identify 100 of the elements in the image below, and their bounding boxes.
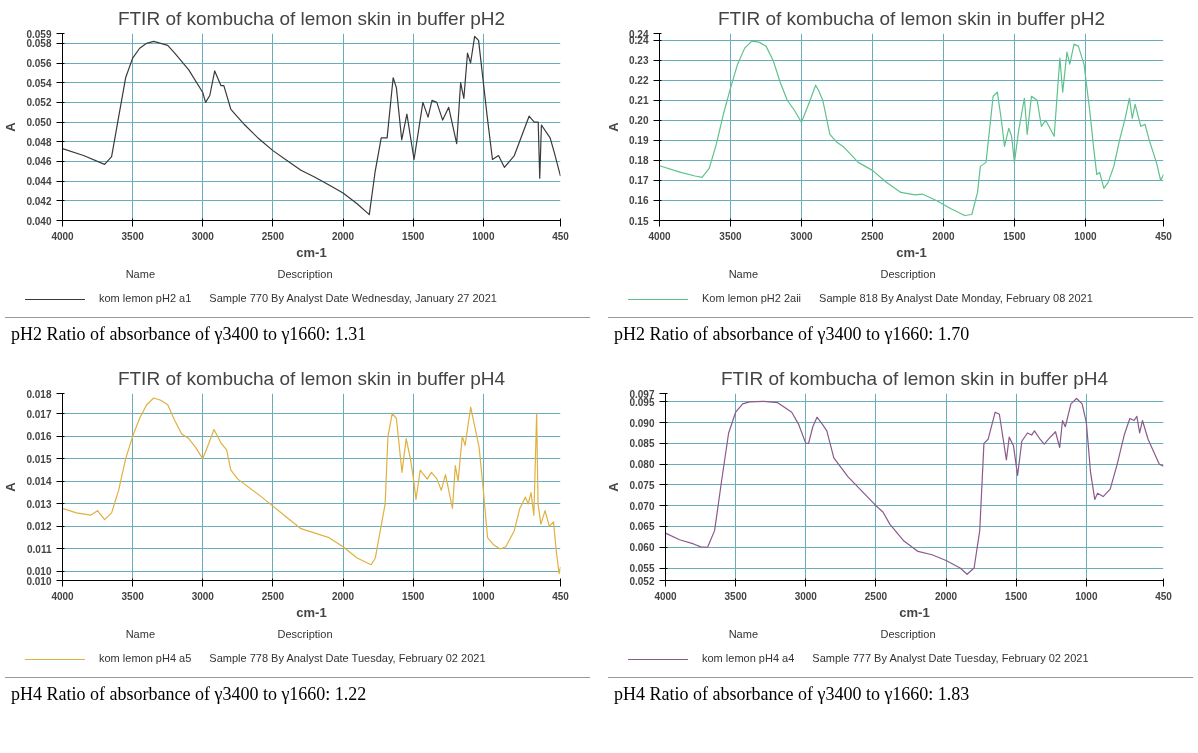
y-tick-label: 0.21 xyxy=(629,95,649,107)
text: pH2 Ratio of absorbance of γ3400 to γ1660: 1.31 xyxy=(11,323,367,346)
text: Sample 770 By Analyst Date Wednesday, January 27 2021 xyxy=(209,292,497,304)
x-tick-label: 3000 xyxy=(794,590,818,602)
y-tick-label: 0.22 xyxy=(629,75,649,87)
y-tick-label: 0.070 xyxy=(629,500,655,512)
x-tick-label: 1000 xyxy=(1075,590,1098,602)
x-axis-title: cm-1 xyxy=(296,244,327,260)
x-axis-title: cm-1 xyxy=(899,604,930,620)
x-tick-label: 2000 xyxy=(934,590,958,602)
text: kom lemon pH4 a5 xyxy=(99,652,192,664)
y-tick-label: 0.075 xyxy=(629,479,655,491)
y-tick-label: 0.16 xyxy=(629,195,649,207)
text: kom lemon pH2 a1 xyxy=(99,292,192,304)
y-tick-label: 0.016 xyxy=(26,431,52,443)
text: Sample 818 By Analyst Date Monday, February 08 2021 xyxy=(819,292,1093,304)
y-tick-label: 0.17 xyxy=(629,175,649,187)
y-axis-title: A xyxy=(606,121,622,132)
y-tick-label: 0.017 xyxy=(26,408,52,420)
y-tick-label: 0.054 xyxy=(26,77,52,89)
y-tick-label: 0.018 xyxy=(26,388,52,400)
text: Kom lemon pH2 2aii xyxy=(702,292,802,304)
y-tick-label: 0.23 xyxy=(629,55,649,67)
x-tick-label: 2500 xyxy=(864,590,888,602)
y-tick-label: 0.050 xyxy=(26,117,52,129)
text: kom lemon pH4 a4 xyxy=(702,652,795,664)
text: Description xyxy=(879,627,937,642)
y-tick-label: 0.012 xyxy=(26,521,52,533)
x-tick-label: 2500 xyxy=(261,230,285,242)
text: Description xyxy=(879,267,937,282)
x-axis-title: cm-1 xyxy=(296,604,327,620)
text: Name xyxy=(124,267,155,282)
y-tick-label: 0.011 xyxy=(27,543,52,555)
text: Sample 777 By Analyst Date Tuesday, February 02 2021 xyxy=(812,652,1089,664)
y-tick-label: 0.015 xyxy=(26,453,52,465)
chart-title: FTIR of kombucha of lemon skin in buffer pH2 xyxy=(717,7,1106,29)
x-tick-label: 4000 xyxy=(51,590,75,602)
text: Name xyxy=(727,627,758,642)
y-tick-label: 0.052 xyxy=(26,97,52,109)
y-tick-label: 0.065 xyxy=(629,521,655,533)
x-axis-title: cm-1 xyxy=(896,244,927,260)
y-tick-label: 0.15 xyxy=(629,215,649,227)
y-axis-title: A xyxy=(606,481,622,492)
y-tick-label: 0.052 xyxy=(629,575,655,587)
x-tick-label: 3000 xyxy=(191,230,215,242)
x-tick-label: 2000 xyxy=(932,230,956,242)
x-tick-label: 3500 xyxy=(121,230,145,242)
y-tick-label: 0.059 xyxy=(26,28,52,40)
x-tick-label: 450 xyxy=(552,230,570,242)
line-series xyxy=(62,397,561,575)
y-tick-label: 0.090 xyxy=(629,417,655,429)
x-tick-label: 450 xyxy=(552,590,570,602)
x-tick-label: 3000 xyxy=(191,590,215,602)
y-tick-label: 0.010 xyxy=(26,575,52,587)
x-tick-label: 1500 xyxy=(1005,590,1028,602)
chart-title: FTIR of kombucha of lemon skin in buffer pH2 xyxy=(117,7,506,29)
y-tick-label: 0.18 xyxy=(629,155,649,167)
text: Name xyxy=(124,627,155,642)
line-series xyxy=(665,397,1164,575)
y-axis-title: A xyxy=(3,121,19,132)
x-tick-label: 1500 xyxy=(402,230,425,242)
x-tick-label: 4000 xyxy=(648,230,672,242)
text: pH4 Ratio of absorbance of γ3400 to γ1660: 1.83 xyxy=(614,683,970,706)
x-tick-label: 1500 xyxy=(402,590,425,602)
text: Description xyxy=(276,627,334,642)
y-tick-label: 0.20 xyxy=(629,115,649,127)
x-tick-label: 1500 xyxy=(1003,230,1026,242)
x-tick-label: 3000 xyxy=(790,230,814,242)
y-tick-label: 0.080 xyxy=(629,459,655,471)
y-tick-label: 0.013 xyxy=(26,498,52,510)
x-tick-label: 1000 xyxy=(1074,230,1097,242)
x-tick-label: 2500 xyxy=(861,230,885,242)
y-tick-label: 0.014 xyxy=(26,476,52,488)
text: Sample 778 By Analyst Date Tuesday, February 02 2021 xyxy=(209,652,486,664)
y-tick-label: 0.085 xyxy=(629,438,655,450)
x-tick-label: 3500 xyxy=(724,590,748,602)
x-tick-label: 2000 xyxy=(331,230,355,242)
x-tick-label: 450 xyxy=(1155,590,1173,602)
x-tick-label: 450 xyxy=(1155,230,1173,242)
x-tick-label: 4000 xyxy=(51,230,75,242)
chart-title: FTIR of kombucha of lemon skin in buffer pH4 xyxy=(720,367,1109,389)
y-tick-label: 0.044 xyxy=(26,176,52,188)
y-tick-label: 0.055 xyxy=(629,563,655,575)
text: Name xyxy=(727,267,758,282)
x-tick-label: 2000 xyxy=(331,590,355,602)
y-tick-label: 0.056 xyxy=(26,58,52,70)
text: pH2 Ratio of absorbance of γ3400 to γ1660: 1.70 xyxy=(614,323,970,346)
y-tick-label: 0.058 xyxy=(26,38,52,50)
y-axis-title: A xyxy=(3,481,19,492)
x-tick-label: 3500 xyxy=(719,230,743,242)
y-tick-label: 0.048 xyxy=(26,136,52,148)
x-tick-label: 4000 xyxy=(654,590,678,602)
line-series xyxy=(659,40,1164,217)
text: Description xyxy=(276,267,334,282)
x-tick-label: 1000 xyxy=(472,230,495,242)
text: pH4 Ratio of absorbance of γ3400 to γ1660: 1.22 xyxy=(11,683,367,706)
x-tick-label: 3500 xyxy=(121,590,145,602)
y-tick-label: 0.060 xyxy=(629,542,655,554)
y-tick-label: 0.040 xyxy=(26,215,52,227)
line-series xyxy=(62,35,561,216)
